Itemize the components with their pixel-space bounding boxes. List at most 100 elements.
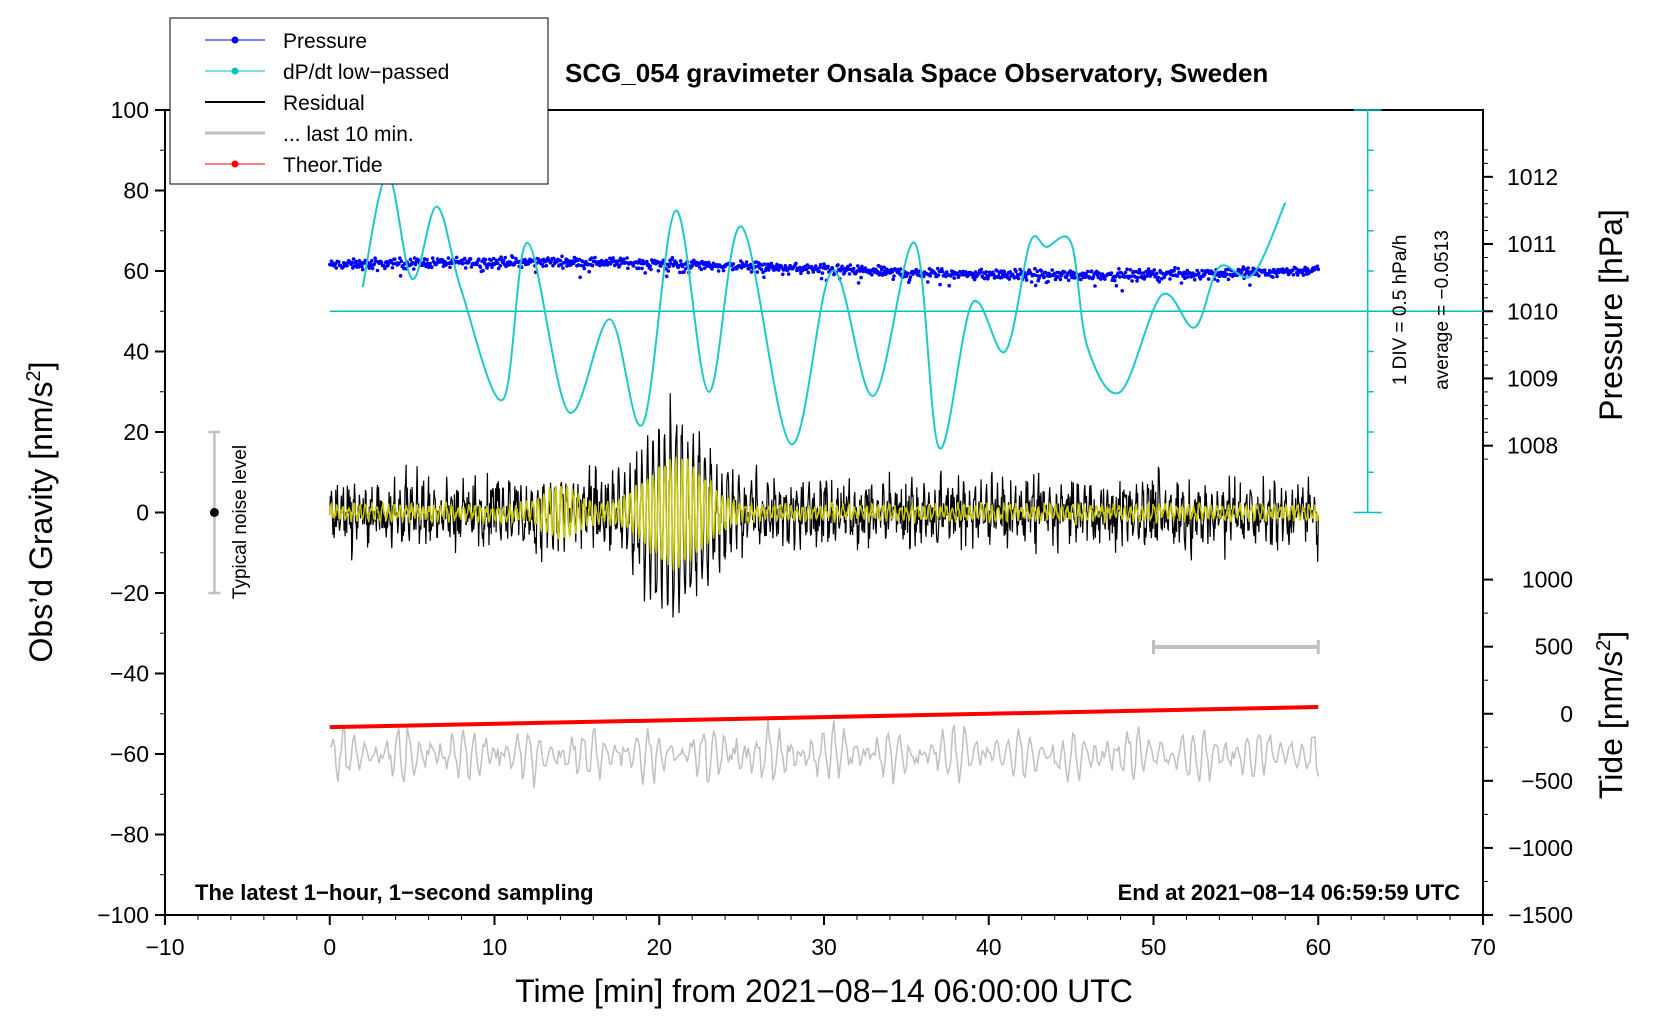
pressure-point: [1109, 271, 1114, 275]
pressure-point: [469, 265, 474, 269]
pressure-point: [1216, 278, 1220, 283]
pressure-point: [617, 263, 622, 268]
pressure-point: [1029, 280, 1034, 284]
tide-tick-label: 0: [1560, 701, 1573, 727]
bottom-left-note: The latest 1−hour, 1−second sampling: [195, 880, 594, 905]
pressure-point: [1225, 272, 1229, 277]
pressure-point: [367, 266, 372, 270]
pressure-point: [769, 261, 774, 266]
y-label-tide-close: ]: [1593, 631, 1629, 640]
x-tick-label: 0: [323, 934, 336, 960]
pressure-point: [1285, 267, 1289, 271]
pressure-point: [489, 258, 494, 263]
pressure-point: [1033, 283, 1038, 288]
pressure-point: [678, 270, 682, 275]
legend-dot-pressure: [231, 36, 239, 44]
pressure-point: [491, 256, 496, 261]
pressure-point: [879, 265, 883, 269]
x-axis-label: Time [min] from 2021−08−14 06:00:00 UTC: [515, 973, 1133, 1009]
pressure-point: [509, 260, 513, 265]
pressure-point: [818, 265, 822, 270]
dpdt-scale-note: 1 DIV = 0.5 hPa/h: [1390, 235, 1411, 386]
pressure-point: [859, 275, 863, 280]
pressure-point: [806, 270, 811, 275]
pressure-point: [1275, 274, 1279, 279]
pressure-point: [1226, 277, 1231, 282]
pressure-point: [773, 267, 778, 272]
pressure-point: [558, 258, 563, 263]
pressure-point: [337, 260, 341, 264]
pressure-point: [1175, 274, 1180, 278]
pressure-point: [611, 256, 615, 260]
pressure-point: [1125, 267, 1129, 272]
pressure-point: [699, 267, 704, 272]
pressure-point: [590, 263, 595, 268]
pressure-point: [523, 257, 527, 262]
y-tick-label: 0: [136, 500, 149, 526]
pressure-point: [560, 254, 564, 259]
pressure-point: [1168, 277, 1172, 281]
pressure-point: [1156, 275, 1161, 280]
pressure-point: [1007, 277, 1012, 281]
pressure-point: [856, 281, 861, 285]
noise-bar-center: [209, 508, 219, 517]
pressure-point: [1162, 275, 1166, 280]
pressure-point: [678, 259, 683, 263]
pressure-point: [1241, 265, 1246, 269]
pressure-point: [477, 257, 481, 262]
x-tick-label: 70: [1470, 934, 1496, 960]
pressure-point: [762, 262, 767, 267]
pressure-point: [851, 266, 856, 271]
pressure-point: [982, 276, 987, 281]
pressure-point: [1053, 277, 1058, 282]
pressure-point: [1014, 269, 1018, 274]
pressure-point: [702, 266, 707, 271]
pressure-point: [892, 274, 896, 278]
pressure-point: [1119, 271, 1124, 275]
pressure-point: [463, 266, 468, 270]
pressure-point: [940, 269, 945, 274]
pressure-point: [1120, 289, 1124, 293]
pressure-tick-label: 1010: [1507, 298, 1558, 324]
pressure-point: [1056, 275, 1060, 279]
pressure-point: [858, 269, 862, 273]
tide-tick-label: 1000: [1522, 567, 1573, 593]
pressure-point: [799, 271, 803, 276]
pressure-point: [360, 267, 365, 272]
pressure-point: [814, 264, 818, 268]
pressure-point: [1197, 271, 1201, 276]
pressure-point: [643, 271, 647, 275]
pressure-point: [483, 257, 488, 262]
y-label-tide-sup: 2: [1593, 640, 1615, 651]
pressure-point: [593, 255, 597, 260]
pressure-point: [645, 259, 649, 264]
pressure-point: [1103, 277, 1107, 281]
y-tick-label: −60: [110, 741, 149, 767]
pressure-point: [1157, 280, 1162, 284]
pressure-point: [1246, 266, 1250, 270]
pressure-point: [356, 265, 361, 269]
x-tick-label: 20: [646, 934, 672, 960]
pressure-point: [938, 282, 942, 287]
pressure-point: [762, 275, 766, 280]
pressure-point: [616, 259, 620, 263]
pressure-point: [503, 255, 508, 260]
pressure-point: [1152, 268, 1157, 272]
pressure-point: [957, 273, 961, 278]
pressure-point: [716, 269, 721, 273]
pressure-point: [354, 259, 358, 264]
pressure-point: [666, 269, 671, 273]
pressure-point: [1200, 268, 1204, 273]
pressure-point: [914, 267, 919, 272]
pressure-point: [636, 266, 641, 271]
pressure-point: [1016, 276, 1021, 281]
pressure-point: [481, 268, 485, 273]
pressure-point: [879, 268, 884, 272]
pressure-point: [1316, 267, 1321, 272]
pressure-point: [1135, 279, 1139, 283]
pressure-point: [794, 261, 798, 266]
pressure-point: [1195, 268, 1199, 273]
pressure-point: [498, 264, 503, 268]
pressure-point: [947, 283, 951, 288]
pressure-point: [1138, 271, 1143, 275]
